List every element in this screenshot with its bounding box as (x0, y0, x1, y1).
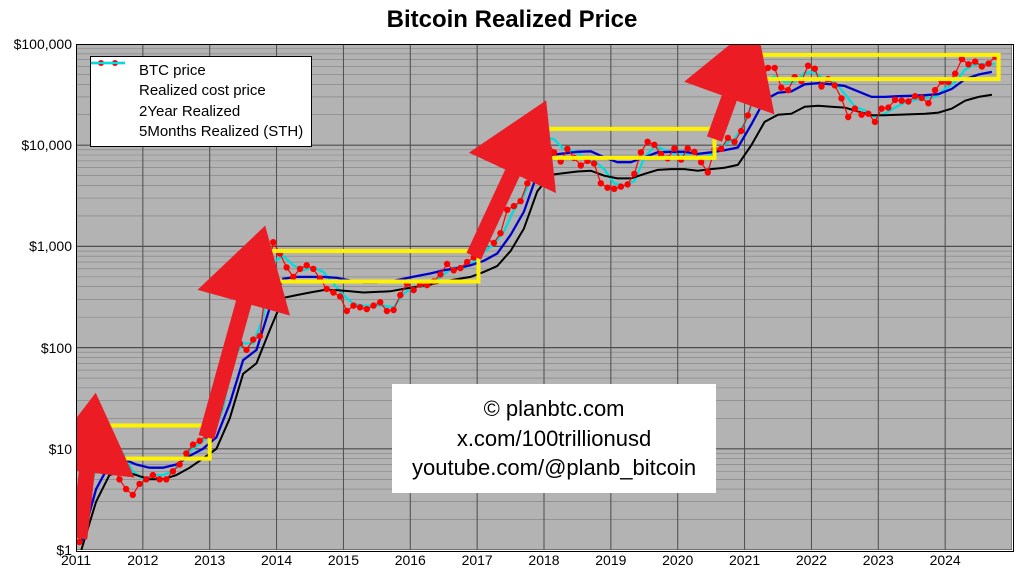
x-tick-label: 2014 (261, 552, 292, 568)
legend-item: BTC price (99, 61, 303, 81)
y-tick-label: $100 (41, 340, 72, 356)
x-tick-label: 2023 (863, 552, 894, 568)
x-tick-label: 2019 (595, 552, 626, 568)
y-tick-label: $10,000 (21, 137, 72, 153)
legend-swatch-5m (99, 126, 133, 138)
legend-item: 5Months Realized (STH) (99, 122, 303, 142)
legend-item: Realized cost price (99, 81, 303, 101)
x-tick-label: 2012 (127, 552, 158, 568)
legend-swatch-2yr (99, 106, 133, 118)
x-tick-label: 2013 (194, 552, 225, 568)
legend-label: 5Months Realized (STH) (139, 122, 303, 142)
legend-box: BTC price Realized cost price 2Year Real… (90, 56, 312, 147)
legend-label: Realized cost price (139, 81, 266, 101)
x-tick-label: 2016 (395, 552, 426, 568)
x-tick-label: 2015 (328, 552, 359, 568)
y-tick-label: $10 (49, 441, 72, 457)
legend-item: 2Year Realized (99, 102, 303, 122)
credit-line: x.com/100trillionusd (412, 424, 696, 454)
x-tick-label: 2017 (462, 552, 493, 568)
credit-line: © planbtc.com (412, 394, 696, 424)
x-tick-label: 2024 (930, 552, 961, 568)
y-tick-label: $100,000 (14, 36, 72, 52)
legend-label: 2Year Realized (139, 102, 240, 122)
credit-box: © planbtc.com x.com/100trillionusd youtu… (392, 384, 716, 493)
chart-title: Bitcoin Realized Price (0, 6, 1024, 34)
legend-swatch-realized (99, 85, 133, 97)
legend-label: BTC price (139, 61, 206, 81)
x-tick-label: 2018 (528, 552, 559, 568)
credit-line: youtube.com/@planb_bitcoin (412, 453, 696, 483)
x-tick-label: 2011 (61, 552, 91, 568)
x-tick-label: 2022 (796, 552, 827, 568)
x-tick-label: 2021 (729, 552, 760, 568)
x-tick-label: 2020 (662, 552, 693, 568)
y-tick-label: $1,000 (29, 238, 72, 254)
